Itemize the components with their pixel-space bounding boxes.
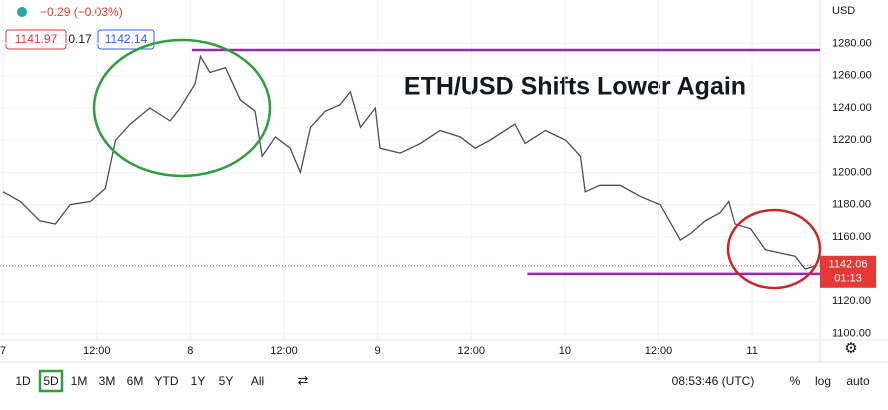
ask-box[interactable] [97, 29, 155, 50]
x-tick-label: 9 [375, 345, 381, 357]
last-price-box [820, 255, 876, 288]
range-button[interactable]: 1D [15, 374, 31, 388]
y-tick-label: 1280.00 [832, 37, 872, 49]
y-tick-label: 1160.00 [832, 231, 871, 243]
settings-icon[interactable]: ⚙ [844, 340, 857, 357]
y-tick-label: 1180.00 [832, 199, 871, 211]
range-button[interactable]: 5D [43, 374, 59, 388]
currency: USD [832, 5, 855, 17]
x-tick-label: 12:00 [83, 345, 111, 357]
countdown: 01:13 [834, 273, 862, 285]
y-tick-label: 1200.00 [832, 166, 872, 178]
price-line [2, 54, 816, 270]
compare-icon[interactable]: ⇄ [298, 372, 309, 387]
chart-title: ETH/USD Shifts Lower Again [404, 73, 746, 101]
highlight-circle [92, 38, 272, 178]
y-tick-label: 1220.00 [832, 134, 872, 146]
ask[interactable]: 1142.14 [105, 32, 148, 46]
scale-option[interactable]: log [815, 374, 831, 388]
x-tick-label: 12:00 [645, 345, 673, 357]
range-button[interactable]: 6M [127, 374, 144, 388]
x-tick-label: 12:00 [270, 345, 298, 357]
y-tick-label: 1240.00 [832, 102, 872, 114]
range-button[interactable]: 5Y [219, 374, 234, 388]
range-button[interactable]: All [251, 374, 264, 388]
range-button[interactable]: 3M [99, 374, 116, 388]
y-tick-label: 1260.00 [832, 70, 872, 82]
x-tick-label: 11 [746, 345, 757, 357]
last-price-label: 1142.06 [829, 259, 868, 271]
x-tick-label: 7 [0, 345, 6, 357]
bid[interactable]: 1141.97 [15, 32, 58, 46]
range-selected [38, 369, 64, 393]
x-tick-label: 12:00 [457, 345, 485, 357]
range-button[interactable]: YTD [155, 374, 179, 388]
y-tick-label: 1120.00 [832, 295, 871, 307]
spread: 0.17 [68, 32, 92, 46]
bid-box[interactable] [5, 29, 67, 50]
y-tick-label: 1100.00 [832, 327, 871, 339]
change: −0.29 (−0.03%) [40, 5, 123, 19]
scale-option[interactable]: % [790, 374, 801, 388]
x-tick-label: 8 [187, 345, 193, 357]
range-button[interactable]: 1M [71, 374, 88, 388]
range-button[interactable]: 1Y [191, 374, 206, 388]
x-tick-label: 10 [559, 345, 571, 357]
highlight-circle [726, 208, 822, 290]
status-dot [17, 7, 27, 17]
scale-option[interactable]: auto [846, 374, 870, 388]
clock: 08:53:46 (UTC) [672, 374, 755, 388]
